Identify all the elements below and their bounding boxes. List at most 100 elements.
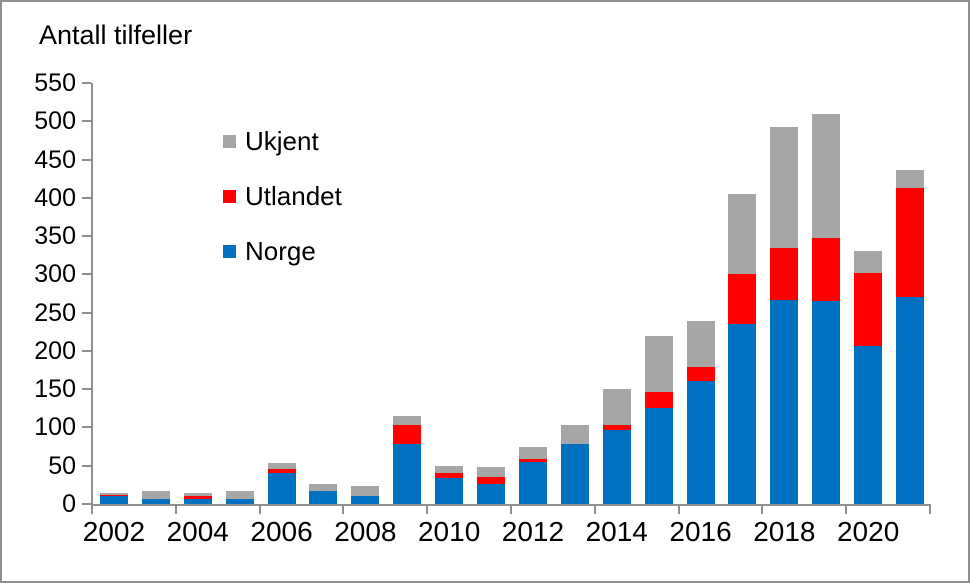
x-tick-label: 2006 [250, 516, 313, 547]
bar-segment-norge-2021 [896, 297, 925, 504]
bar-segment-utlandet-2016 [686, 366, 715, 381]
legend-label-utlandet: Utlandet [245, 181, 342, 211]
y-tick-label: 500 [34, 107, 76, 136]
x-tick-label: 2020 [836, 516, 900, 547]
x-tick-label: 2008 [334, 516, 397, 547]
legend: Ukjent Utlandet Norge [223, 114, 342, 279]
bar-segment-ukjent-2010 [435, 465, 464, 474]
y-tick [82, 273, 91, 276]
bar-segment-ukjent-2019 [812, 113, 841, 238]
legend-item-norge: Norge [223, 224, 342, 279]
bar-segment-ukjent-2011 [477, 467, 506, 478]
bar-segment-norge-2013 [560, 444, 589, 504]
y-tick-label: 50 [48, 451, 76, 480]
y-tick [82, 426, 91, 429]
bar-segment-ukjent-2006 [267, 463, 296, 469]
y-tick-label: 300 [34, 260, 76, 289]
y-tick [82, 196, 91, 199]
bar-segment-ukjent-2003 [141, 490, 170, 499]
y-tick [82, 464, 91, 467]
bar-segment-utlandet-2021 [896, 187, 925, 298]
legend-swatch-utlandet [223, 190, 236, 203]
bar-segment-ukjent-2015 [644, 335, 673, 393]
bar-segment-utlandet-2020 [854, 272, 883, 347]
bar-segment-utlandet-2010 [435, 473, 464, 478]
y-axis-line [91, 83, 93, 506]
bar-segment-ukjent-2007 [309, 484, 338, 491]
bar-segment-norge-2008 [351, 495, 380, 504]
bar-segment-ukjent-2013 [560, 425, 589, 445]
bar-segment-utlandet-2018 [770, 248, 799, 300]
x-tick [510, 506, 512, 514]
bar-segment-norge-2011 [477, 484, 506, 504]
y-tick [82, 82, 91, 84]
y-tick-label: 200 [34, 336, 76, 365]
bar-segment-utlandet-2014 [602, 425, 631, 430]
x-tick [677, 506, 680, 514]
bar-segment-utlandet-2015 [644, 392, 673, 408]
bar-segment-norge-2009 [393, 443, 422, 504]
x-tick-label: 2010 [417, 516, 481, 547]
x-tick-label: 2014 [585, 516, 648, 547]
bar-segment-ukjent-2016 [686, 321, 715, 367]
x-tick-label: 2018 [753, 516, 816, 547]
legend-swatch-ukjent [223, 135, 236, 148]
bar-segment-norge-2017 [728, 324, 757, 504]
x-tick [91, 506, 93, 514]
legend-label-norge: Norge [245, 236, 316, 266]
legend-item-utlandet: Utlandet [223, 169, 342, 224]
y-tick [82, 349, 91, 352]
x-tick [426, 506, 429, 514]
bar-segment-norge-2005 [225, 498, 254, 504]
x-tick-label: 2002 [82, 516, 146, 547]
x-tick [342, 506, 345, 514]
bar-segment-norge-2016 [686, 380, 715, 504]
bar-segment-norge-2020 [854, 346, 883, 504]
bar-segment-utlandet-2002 [99, 494, 128, 497]
bar-segment-ukjent-2008 [351, 485, 380, 496]
bar-segment-utlandet-2011 [477, 477, 506, 485]
y-tick-label: 450 [34, 145, 76, 174]
bar-segment-ukjent-2009 [393, 415, 422, 426]
bar-segment-norge-2003 [141, 498, 170, 504]
bar-segment-ukjent-2018 [770, 127, 799, 249]
bar-segment-utlandet-2019 [812, 237, 841, 302]
y-tick-label: 0 [62, 490, 76, 518]
y-tick [82, 158, 91, 161]
bar-segment-utlandet-2009 [393, 425, 422, 444]
y-tick [82, 235, 91, 238]
bar-segment-norge-2007 [309, 490, 338, 504]
y-tick [82, 503, 91, 505]
bar-segment-norge-2015 [644, 407, 673, 504]
bar-segment-utlandet-2017 [728, 274, 757, 325]
x-tick [258, 506, 261, 514]
bar-segment-ukjent-2014 [602, 389, 631, 426]
y-tick-label: 250 [34, 298, 76, 327]
chart-title: Antall tilfeller [39, 20, 193, 50]
bar-segment-norge-2012 [518, 461, 547, 504]
y-tick-label: 550 [34, 69, 76, 97]
x-tick [845, 506, 848, 514]
bar-segment-norge-2018 [770, 299, 799, 504]
bar-segment-norge-2010 [435, 477, 464, 504]
y-tick-label: 100 [34, 413, 76, 442]
y-tick [82, 311, 91, 314]
bar-segment-ukjent-2005 [225, 490, 254, 499]
y-tick [82, 388, 91, 391]
x-tick [593, 506, 596, 514]
bar-segment-norge-2014 [602, 429, 631, 504]
x-tick [174, 506, 177, 514]
bar-segment-utlandet-2012 [518, 458, 547, 462]
legend-swatch-norge [223, 245, 236, 258]
bar-segment-norge-2004 [183, 498, 212, 504]
bar-segment-utlandet-2004 [183, 496, 212, 499]
bar-segment-norge-2019 [812, 301, 841, 504]
x-axis-line [91, 504, 931, 506]
bar-segment-ukjent-2017 [728, 193, 757, 275]
bar-segment-ukjent-2004 [183, 493, 212, 497]
y-tick-label: 400 [34, 183, 76, 212]
bar-segment-ukjent-2020 [854, 251, 883, 273]
bar-segment-ukjent-2002 [99, 493, 128, 495]
x-tick-label: 2012 [501, 516, 565, 547]
